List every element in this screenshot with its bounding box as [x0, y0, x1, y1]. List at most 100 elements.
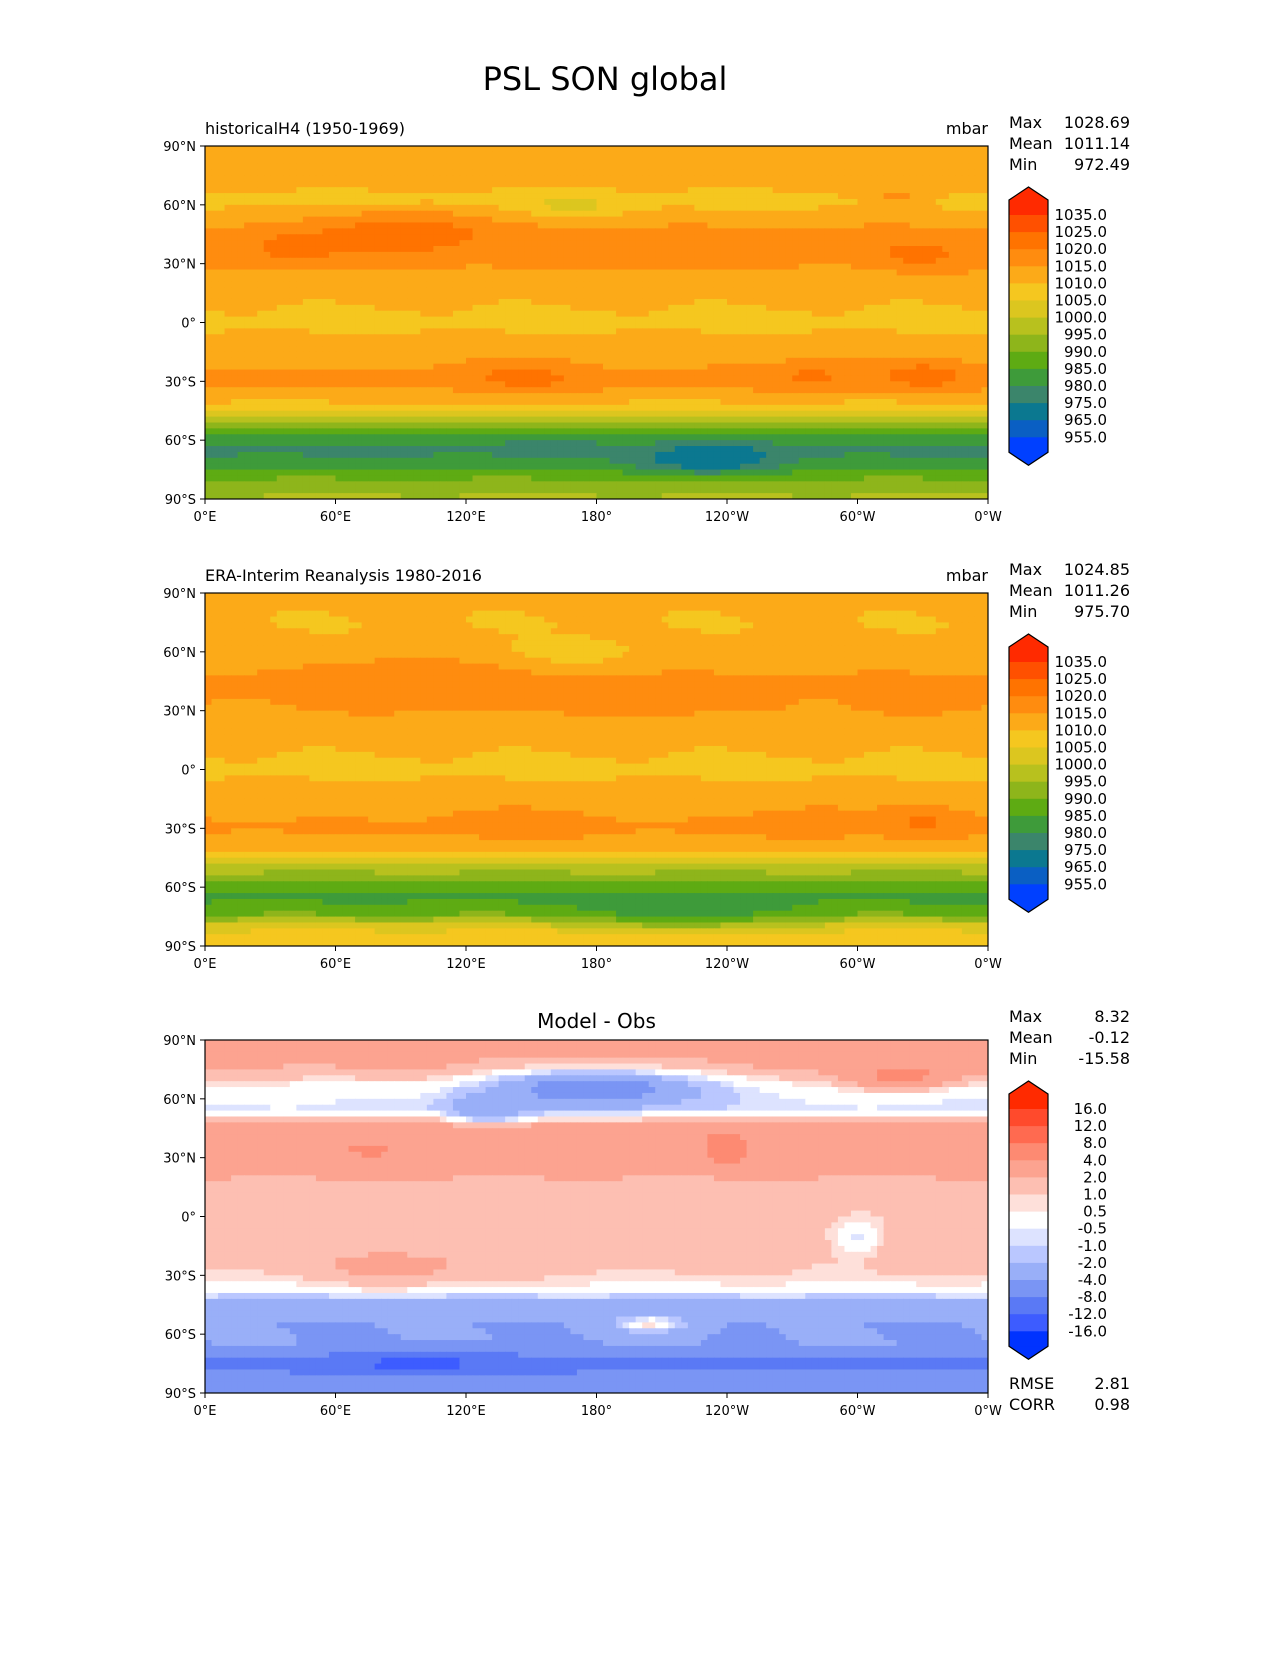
map-cell: [583, 246, 591, 253]
map-cell: [361, 146, 369, 153]
map-cell: [720, 210, 728, 218]
map-cell: [766, 240, 774, 247]
map-cell: [674, 204, 682, 212]
map-cell: [302, 328, 310, 335]
map-cell: [328, 293, 337, 300]
map-cell: [224, 346, 232, 353]
map-cell: [466, 357, 474, 365]
map-cell: [328, 146, 337, 153]
map-cell: [753, 193, 761, 200]
map-cell: [420, 163, 428, 171]
map-cell: [896, 204, 904, 212]
map-cell: [785, 281, 793, 288]
map-cell: [518, 375, 526, 382]
map-cell: [700, 334, 709, 341]
map-cell: [589, 287, 598, 294]
map-cell: [896, 240, 904, 247]
map-cell: [857, 298, 865, 306]
map-cell: [394, 334, 402, 341]
map-cell: [596, 163, 604, 171]
map-cell: [531, 334, 539, 341]
map-cell: [740, 169, 748, 177]
map-cell: [270, 169, 278, 177]
map-cell: [766, 328, 774, 335]
map-cell: [916, 281, 924, 288]
map-cell: [779, 316, 787, 324]
map-cell: [466, 363, 474, 371]
map-cell: [616, 246, 624, 253]
map-cell: [439, 293, 448, 300]
map-cell: [466, 216, 474, 224]
map-cell: [374, 351, 382, 359]
map-cell: [289, 316, 297, 324]
map-cell: [922, 351, 930, 359]
map-cell: [211, 157, 219, 165]
map-cell: [583, 175, 591, 182]
map-cell: [322, 357, 330, 365]
map-cell: [557, 340, 565, 347]
map-cell: [302, 228, 310, 235]
map-cell: [270, 216, 278, 224]
map-cell: [439, 216, 448, 224]
map-cell: [244, 257, 252, 265]
map-cell: [981, 181, 988, 188]
map-cell: [511, 275, 519, 282]
map-cell: [883, 328, 891, 335]
map-cell: [426, 193, 434, 200]
map-cell: [818, 322, 826, 329]
map-cell: [498, 334, 506, 341]
map-cell: [237, 363, 245, 371]
map-cell: [518, 304, 526, 312]
map-cell: [935, 375, 943, 382]
map-cell: [844, 257, 852, 265]
map-cell: [557, 351, 565, 359]
map-cell: [629, 316, 637, 324]
map-cell: [909, 275, 917, 282]
map-cell: [968, 322, 976, 329]
map-cell: [909, 363, 917, 371]
map-cell: [981, 251, 988, 259]
map-cell: [942, 234, 950, 241]
map-cell: [459, 363, 467, 371]
map-cell: [974, 381, 983, 388]
map-cell: [785, 334, 793, 341]
map-cell: [413, 369, 421, 377]
map-cell: [609, 275, 617, 282]
map-cell: [779, 204, 787, 212]
map-cell: [713, 251, 722, 259]
map-cell: [381, 340, 389, 347]
map-cell: [903, 304, 911, 312]
map-cell: [244, 304, 252, 312]
map-cell: [922, 269, 930, 277]
map-cell: [635, 263, 643, 271]
map-cell: [603, 334, 611, 341]
map-cell: [218, 316, 226, 324]
map-cell: [381, 257, 389, 265]
map-cell: [270, 193, 278, 200]
map-cell: [805, 322, 813, 329]
map-cell: [322, 375, 330, 382]
map-cell: [792, 240, 800, 247]
map-cell: [237, 222, 245, 229]
map-cell: [779, 246, 787, 253]
map-cell: [707, 257, 715, 265]
map-cell: [374, 228, 382, 235]
map-cell: [524, 351, 532, 359]
map-cell: [466, 257, 474, 265]
map-cell: [857, 198, 865, 206]
map-cell: [270, 251, 278, 259]
map-cell: [727, 351, 735, 359]
map-cell: [596, 346, 604, 353]
map-cell: [296, 293, 304, 300]
map-cell: [505, 204, 513, 212]
map-cell: [903, 251, 911, 259]
map-cell: [727, 187, 735, 194]
map-cell: [270, 222, 278, 229]
map-cell: [485, 293, 493, 300]
map-cell: [511, 157, 519, 165]
map-cell: [935, 328, 943, 335]
map-cell: [205, 146, 213, 153]
map-cell: [583, 187, 591, 194]
map-cell: [348, 340, 356, 347]
